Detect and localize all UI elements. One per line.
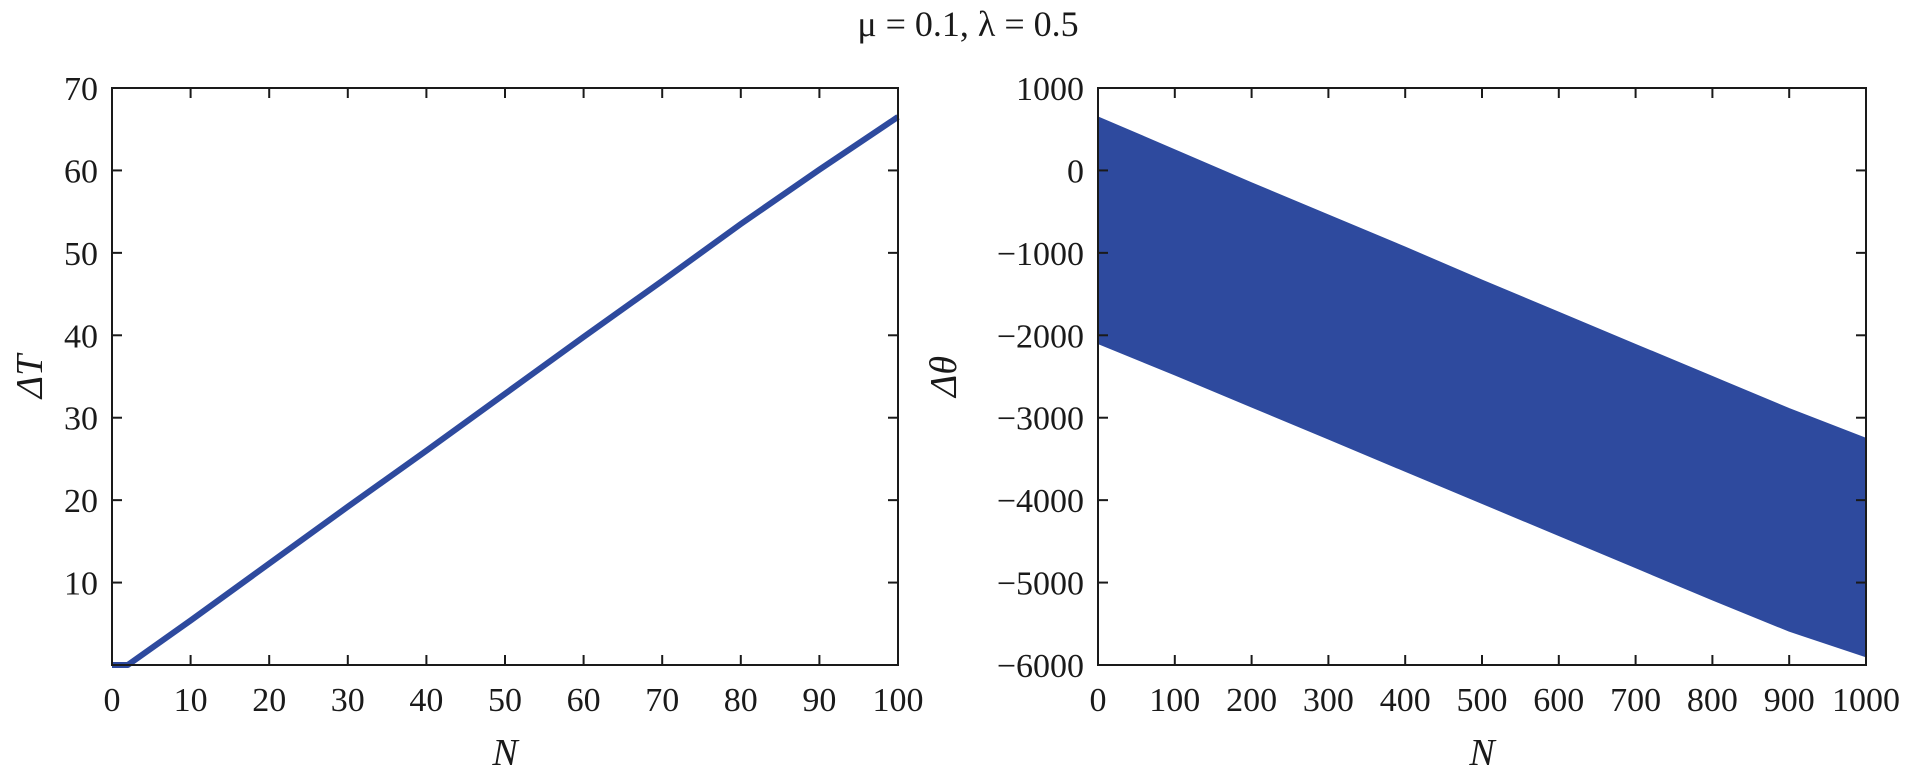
delta-theta-x-tick-label: 800 bbox=[1687, 682, 1738, 719]
delta-theta-y-tick-label: −3000 bbox=[997, 401, 1084, 438]
delta-t-x-tick-label: 100 bbox=[873, 682, 924, 719]
delta-t-x-tick-label: 70 bbox=[645, 682, 679, 719]
delta-theta-y-tick-label: −5000 bbox=[997, 566, 1084, 603]
delta-t-y-tick-label: 60 bbox=[64, 153, 98, 190]
delta-theta-x-tick-label: 100 bbox=[1149, 682, 1200, 719]
delta-t-y-tick-label: 70 bbox=[64, 71, 98, 108]
delta-theta-x-tick-label: 400 bbox=[1380, 682, 1431, 719]
delta-theta-x-tick-label: 0 bbox=[1090, 682, 1107, 719]
delta-t-x-tick-label: 60 bbox=[567, 682, 601, 719]
delta-t-y-tick-label: 30 bbox=[64, 401, 98, 438]
delta-theta-x-tick-label: 600 bbox=[1533, 682, 1584, 719]
delta-t-x-tick-label: 20 bbox=[252, 682, 286, 719]
delta-theta-x-axis-label: N bbox=[1468, 732, 1497, 774]
delta-t-x-tick-label: 80 bbox=[724, 682, 758, 719]
delta-t-x-tick-label: 30 bbox=[331, 682, 365, 719]
delta-theta-x-tick-label: 500 bbox=[1457, 682, 1508, 719]
delta-theta-y-axis-label: Δθ bbox=[923, 356, 965, 399]
delta-theta-y-tick-label: 0 bbox=[1067, 153, 1084, 190]
delta-t-y-tick-label: 10 bbox=[64, 566, 98, 603]
delta-theta-x-tick-label: 300 bbox=[1303, 682, 1354, 719]
delta-t-x-tick-label: 40 bbox=[409, 682, 443, 719]
delta-theta-y-tick-label: −1000 bbox=[997, 236, 1084, 273]
delta-theta-x-tick-label: 1000 bbox=[1832, 682, 1900, 719]
delta-theta-x-tick-label: 200 bbox=[1226, 682, 1277, 719]
delta-t-x-tick-label: 0 bbox=[104, 682, 121, 719]
delta-theta-x-tick-label: 700 bbox=[1610, 682, 1661, 719]
delta-t-y-tick-label: 50 bbox=[64, 236, 98, 273]
delta-t-x-axis-label: N bbox=[491, 732, 520, 774]
delta-theta-chart: 0 100 200 300 400 500 600 700 800 900 1000 −6000 −50… bbox=[923, 71, 1900, 774]
delta-t-x-tick-label: 90 bbox=[802, 682, 836, 719]
delta-theta-y-tick-label: −6000 bbox=[997, 648, 1084, 685]
figure-title: μ = 0.1, λ = 0.5 bbox=[857, 4, 1078, 44]
delta-theta-y-tick-label: −4000 bbox=[997, 483, 1084, 520]
delta-theta-series-band-0 bbox=[1097, 116, 1867, 658]
delta-theta-x-tick-label: 900 bbox=[1764, 682, 1815, 719]
delta-t-y-tick-label: 20 bbox=[64, 483, 98, 520]
delta-t-y-axis-label: ΔT bbox=[9, 352, 51, 400]
delta-t-chart: 0 10 20 30 40 50 60 70 80 90 100 10 20 30 40 50 60 70 N ΔT bbox=[9, 71, 924, 774]
delta-theta-y-tick-label: 1000 bbox=[1016, 71, 1084, 108]
delta-t-x-tick-label: 50 bbox=[488, 682, 522, 719]
delta-t-series-line-0 bbox=[112, 114, 900, 668]
delta-theta-y-tick-label: −2000 bbox=[997, 318, 1084, 355]
delta-t-y-tick-label: 40 bbox=[64, 318, 98, 355]
delta-t-plot-frame bbox=[111, 87, 899, 666]
delta-t-x-tick-label: 10 bbox=[174, 682, 208, 719]
